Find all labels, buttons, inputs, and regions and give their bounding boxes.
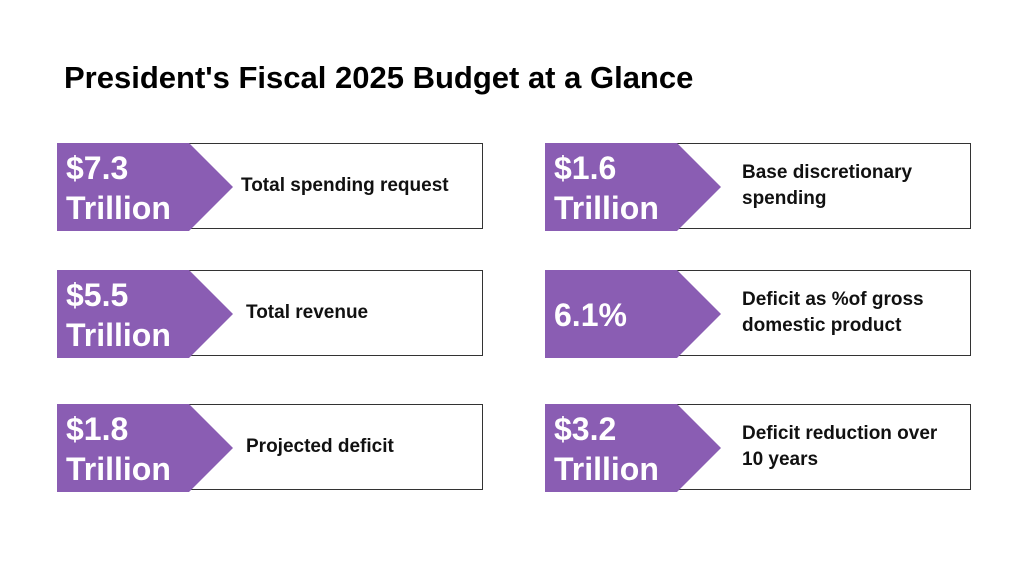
stat-value: $1.8 Trillion <box>66 411 171 487</box>
stat-value: 6.1% <box>554 297 627 333</box>
page-title: President's Fiscal 2025 Budget at a Glan… <box>64 60 694 95</box>
stat-label: Projected deficit <box>246 436 394 457</box>
stat-label: Base discretionary spending <box>742 162 913 209</box>
stat-value: $3.2 Trillion <box>554 411 659 487</box>
stat-value: $5.5 Trillion <box>66 277 171 353</box>
stat-card-total-revenue: $5.5 Trillion Total revenue <box>57 270 483 358</box>
stat-card-projected-deficit: $1.8 Trillion Projected deficit <box>57 404 483 492</box>
stat-card-total-spending: $7.3 Trillion Total spending request <box>57 143 483 231</box>
value-arrow <box>57 143 233 231</box>
stat-label: Deficit as %of gross domestic product <box>742 289 924 336</box>
stat-value: $1.6 Trillion <box>554 150 659 226</box>
stat-value: $7.3 Trillion <box>66 150 171 226</box>
stat-label: Total spending request <box>241 175 449 196</box>
stat-label: Total revenue <box>246 302 369 323</box>
stat-label: Deficit reduction over 10 years <box>742 423 938 470</box>
stat-card-base-discretionary: $1.6 Trillion Base discretionary spending <box>545 143 971 231</box>
stat-card-deficit-reduction: $3.2 Trillion Deficit reduction over 10 y… <box>545 404 971 492</box>
stat-card-deficit-gdp: 6.1% Deficit as %of gross domestic produc… <box>545 270 971 358</box>
